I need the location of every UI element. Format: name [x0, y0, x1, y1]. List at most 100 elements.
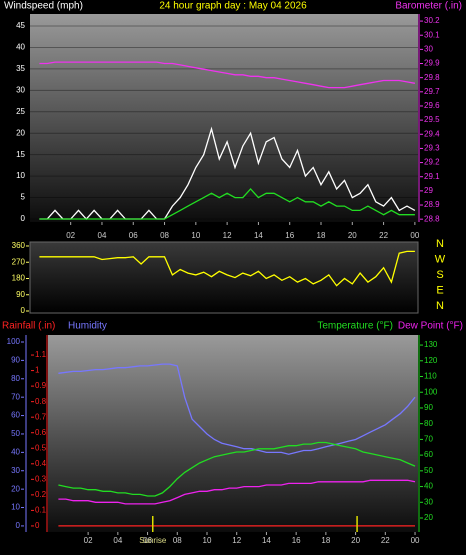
y-tick-label: 0.4 [35, 459, 47, 468]
y-tick-label: 28.8 [424, 214, 440, 223]
y-tick-label: 35 [16, 64, 25, 73]
legend-entry: Temperature (°F) [317, 321, 393, 332]
series-line [39, 188, 415, 220]
y-tick-label: 90 [11, 355, 20, 364]
x-tick-label: 14 [262, 536, 271, 545]
x-tick-label: 06 [143, 536, 152, 545]
y-tick-label: 0.2 [35, 490, 47, 499]
x-tick-label: 18 [321, 536, 330, 545]
y-tick-label: 29.9 [424, 59, 440, 68]
y-tick-label: 30 [16, 85, 25, 94]
x-tick-label: 10 [203, 536, 212, 545]
y-tick-label: 70 [11, 392, 20, 401]
series-line [58, 441, 416, 497]
y-tick-label: 29.7 [424, 87, 440, 96]
x-tick-label: 00 [410, 231, 419, 240]
y-tick-label: 360 [12, 241, 26, 250]
y-tick-label: 28.9 [424, 200, 440, 209]
direction-label: E [436, 284, 443, 296]
x-tick-label: 14 [254, 231, 263, 240]
y-tick-label: 29.2 [424, 158, 440, 167]
series-line [39, 250, 415, 287]
y-tick-label: 30 [424, 497, 433, 506]
y-tick-label: 0.1 [35, 506, 47, 515]
y-tick-label: 30.2 [424, 16, 440, 25]
y2-axis-title: Barometer (.in) [395, 1, 462, 12]
y-tick-label: 0.5 [35, 443, 47, 452]
direction-label: N [436, 238, 444, 250]
y-tick-label: 40 [11, 447, 20, 456]
y-tick-label: 50 [424, 466, 433, 475]
y-tick-label: 5 [21, 193, 26, 202]
y-tick-label: 80 [424, 419, 433, 428]
y-tick-label: 180 [12, 274, 26, 283]
y-tick-label: 0.9 [35, 381, 47, 390]
y-tick-label: 100 [7, 337, 21, 346]
y-tick-label: 30 [424, 44, 433, 53]
y-tick-label: 30.1 [424, 30, 440, 39]
legend-entry: Dew Point (°F) [398, 321, 463, 332]
y-tick-label: 0.8 [35, 397, 47, 406]
y-tick-label: 120 [424, 356, 438, 365]
x-tick-label: 16 [285, 231, 294, 240]
y-tick-label: 270 [12, 257, 26, 266]
y-tick-label: 80 [11, 374, 20, 383]
y-tick-label: 40 [16, 43, 25, 52]
y-tick-label: 25 [16, 107, 25, 116]
series-line [39, 61, 416, 89]
legend-entry: Humidity [68, 321, 107, 332]
y-tick-label: 90 [424, 403, 433, 412]
y-tick-label: 70 [424, 435, 433, 444]
y-tick-label: 0.7 [35, 412, 47, 421]
x-tick-label: 04 [98, 231, 107, 240]
y-tick-label: 50 [11, 429, 20, 438]
direction-label: N [436, 300, 444, 312]
x-tick-label: 08 [160, 231, 169, 240]
y-tick-label: 0.6 [35, 428, 47, 437]
x-tick-label: 12 [232, 536, 241, 545]
x-tick-label: 06 [129, 231, 138, 240]
y-tick-label: 100 [424, 387, 438, 396]
y-tick-label: 0 [35, 521, 40, 530]
y-tick-label: 0 [16, 521, 21, 530]
y-tick-label: 1 [35, 366, 40, 375]
series-line [58, 363, 416, 455]
y-tick-label: 29.6 [424, 101, 440, 110]
direction-label: S [436, 269, 443, 281]
direction-label: W [435, 253, 446, 265]
x-tick-label: 20 [351, 536, 360, 545]
y-tick-label: 90 [16, 290, 25, 299]
y-tick-label: 60 [424, 450, 433, 459]
y-tick-label: 10 [16, 171, 25, 180]
y-tick-label: 10 [11, 503, 20, 512]
y-tick-label: 45 [16, 21, 25, 30]
y-axis-title: Windspeed (mph) [4, 1, 83, 12]
plot-area [48, 335, 418, 532]
x-tick-label: 18 [317, 231, 326, 240]
y-tick-label: 130 [424, 340, 438, 349]
x-tick-label: 22 [381, 536, 390, 545]
x-tick-label: 04 [113, 536, 122, 545]
y-tick-label: 29.5 [424, 115, 440, 124]
x-tick-label: 10 [191, 231, 200, 240]
y-tick-label: 0.3 [35, 474, 47, 483]
plot-area [30, 14, 418, 222]
plot-area [29, 241, 419, 314]
y-tick-label: 60 [11, 411, 20, 420]
x-tick-label: 22 [379, 231, 388, 240]
y-tick-label: 20 [11, 484, 20, 493]
y-tick-label: 29.1 [424, 172, 440, 181]
x-tick-label: 20 [348, 231, 357, 240]
x-tick-label: 02 [84, 536, 93, 545]
annotation: Sunrise [139, 536, 167, 545]
x-tick-label: 16 [292, 536, 301, 545]
y-tick-label: 29.4 [424, 129, 440, 138]
y-tick-label: 1.1 [35, 350, 47, 359]
y-tick-label: 20 [16, 128, 25, 137]
y-tick-label: 29 [424, 186, 433, 195]
y-tick-label: 30 [11, 466, 20, 475]
x-tick-label: 00 [411, 536, 420, 545]
x-tick-label: 02 [66, 231, 75, 240]
